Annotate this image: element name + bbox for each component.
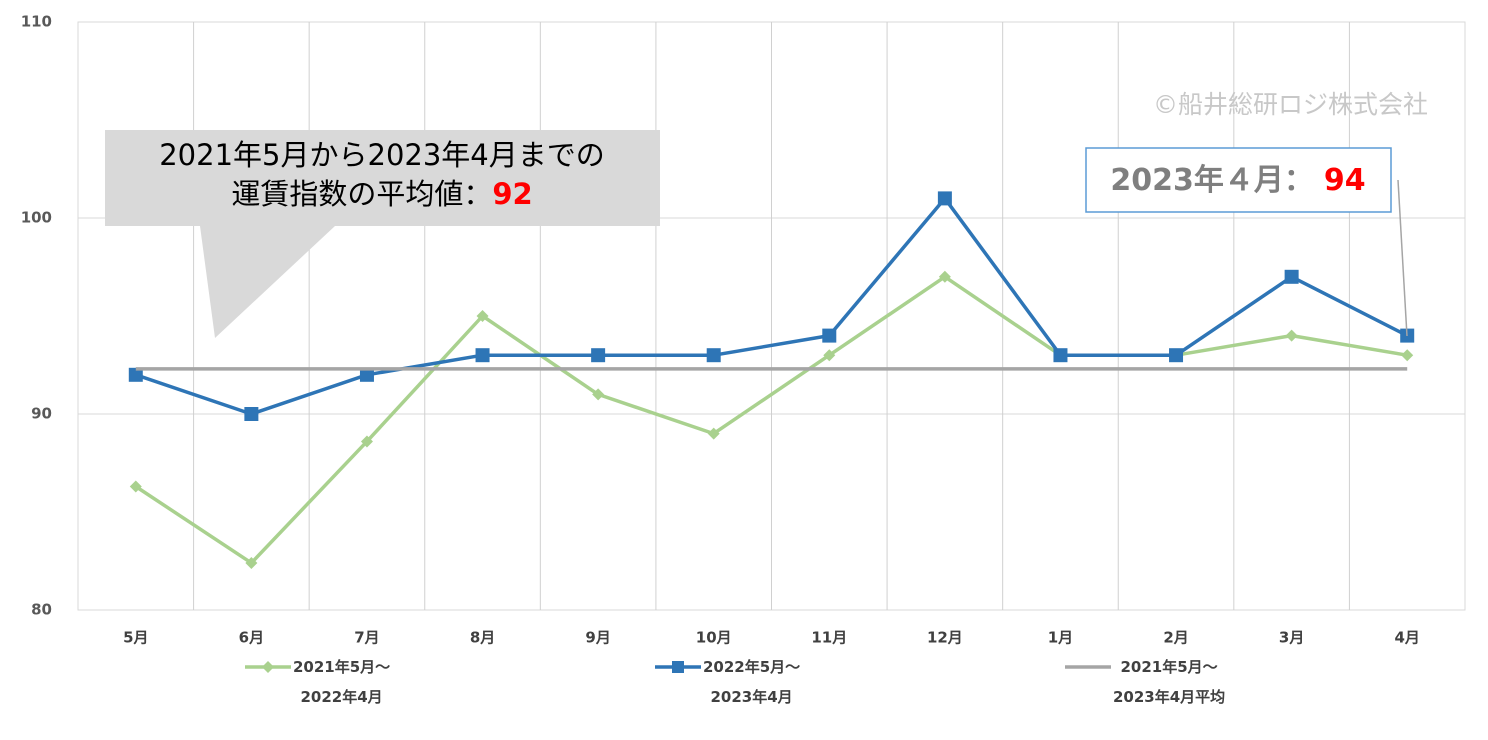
square-marker bbox=[1169, 348, 1184, 363]
legend-marker bbox=[262, 661, 274, 673]
x-tick-label: 6月 bbox=[239, 629, 264, 647]
square-marker bbox=[475, 348, 490, 363]
square-marker bbox=[359, 367, 374, 382]
square-marker bbox=[1053, 348, 1068, 363]
x-tick-label: 8月 bbox=[470, 629, 495, 647]
latest-callout: 2023年４月： 94 bbox=[1110, 163, 1365, 198]
x-tick-label: 3月 bbox=[1279, 629, 1304, 647]
x-tick-label: 4月 bbox=[1394, 629, 1419, 647]
x-tick-label: 2月 bbox=[1163, 629, 1188, 647]
x-tick-label: 1月 bbox=[1048, 629, 1073, 647]
square-marker bbox=[128, 367, 143, 382]
average-callout-label: 運賃指数の平均値： bbox=[231, 177, 492, 211]
diamond-marker bbox=[707, 427, 720, 440]
diamond-marker bbox=[1285, 329, 1298, 342]
square-marker bbox=[937, 191, 952, 206]
diamond-marker bbox=[938, 270, 951, 283]
x-tick-label: 7月 bbox=[354, 629, 379, 647]
x-tick-label: 9月 bbox=[585, 629, 610, 647]
diamond-marker bbox=[823, 349, 836, 362]
legend-label: 2022年5月～ 2023年4月 bbox=[703, 658, 801, 706]
diamond-marker bbox=[129, 480, 142, 493]
y-tick-label: 110 bbox=[21, 13, 52, 31]
x-tick-label: 12月 bbox=[927, 629, 963, 647]
average-callout-line2: 運賃指数の平均値：92 bbox=[231, 177, 532, 211]
legend-label: 2021年5月～ 2022年4月 bbox=[293, 658, 391, 706]
y-tick-label: 90 bbox=[31, 405, 52, 423]
x-tick-label: 10月 bbox=[696, 629, 732, 647]
square-marker bbox=[822, 328, 837, 343]
square-marker bbox=[706, 348, 721, 363]
average-callout-value: 92 bbox=[492, 177, 532, 211]
diamond-marker bbox=[592, 388, 605, 401]
square-marker bbox=[244, 407, 259, 421]
diamond-marker bbox=[360, 435, 373, 448]
diamond-marker bbox=[476, 310, 489, 322]
leader-line bbox=[1397, 179, 1408, 337]
y-tick-label: 80 bbox=[31, 601, 52, 619]
watermark: ©船井総研ロジ株式会社 bbox=[1153, 90, 1428, 119]
series-line bbox=[135, 196, 1409, 416]
diamond-marker bbox=[1401, 349, 1414, 362]
average-callout-line1: 2021年5月から2023年4月までの bbox=[159, 138, 605, 172]
latest-callout-box bbox=[1085, 147, 1392, 213]
legend-label: 2021年5月～ 2023年4月平均 bbox=[1113, 658, 1226, 706]
latest-callout-label: 2023年４月： bbox=[1110, 163, 1314, 198]
square-marker bbox=[591, 348, 606, 363]
x-tick-label: 5月 bbox=[123, 629, 148, 647]
y-tick-label: 100 bbox=[21, 209, 52, 227]
latest-callout-value: 94 bbox=[1324, 163, 1366, 198]
average-callout-box bbox=[105, 130, 660, 338]
diamond-marker bbox=[245, 556, 258, 569]
legend-marker bbox=[672, 661, 684, 673]
series-line bbox=[134, 275, 1408, 565]
square-marker bbox=[1284, 269, 1299, 284]
x-tick-label: 11月 bbox=[811, 629, 847, 647]
